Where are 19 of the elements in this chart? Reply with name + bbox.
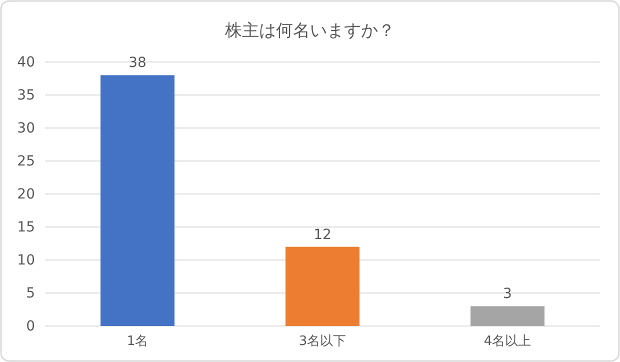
bar — [470, 306, 544, 326]
chart-title: 株主は何名いますか？ — [224, 21, 395, 41]
y-tick-label: 25 — [17, 153, 35, 170]
data-label: 3 — [503, 286, 512, 302]
x-tick-label: 4名以上 — [484, 334, 532, 350]
bar — [100, 75, 174, 326]
x-tick-label: 3名以下 — [298, 334, 346, 350]
data-label: 12 — [314, 226, 332, 243]
bar — [286, 246, 360, 326]
y-tick-label: 5 — [26, 285, 35, 302]
x-tick-label: 1名 — [126, 334, 148, 350]
y-tick-label: 20 — [17, 186, 35, 202]
y-tick-label: 15 — [17, 219, 35, 236]
y-tick-label: 30 — [17, 120, 35, 136]
y-tick-label: 10 — [17, 252, 35, 268]
y-tick-label: 40 — [17, 54, 35, 70]
y-tick-label: 0 — [26, 318, 35, 334]
data-label: 38 — [128, 55, 146, 72]
y-tick-label: 35 — [17, 87, 35, 104]
